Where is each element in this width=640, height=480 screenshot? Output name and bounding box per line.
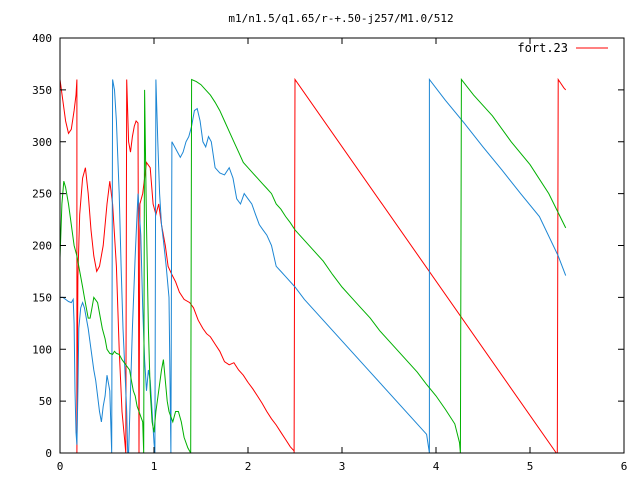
y-tick-label: 100 (32, 343, 52, 356)
series-line-2 (60, 78, 567, 453)
y-tick-label: 300 (32, 136, 52, 149)
y-tick-label: 400 (32, 32, 52, 45)
y-tick-label: 50 (39, 395, 52, 408)
x-tick-label: 3 (339, 460, 346, 473)
axis-ticks: 0 1 2 3 4 5 6 0 50 100 150 200 250 300 350 400 (32, 32, 627, 473)
x-tick-label: 1 (151, 460, 158, 473)
legend-label: fort.23 (517, 41, 568, 55)
chart-title: m1/n1.5/q1.65/r-+.50-j257/M1.0/512 (228, 12, 453, 25)
y-tick-label: 200 (32, 240, 52, 253)
x-tick-label: 5 (527, 460, 534, 473)
x-tick-label: 4 (433, 460, 440, 473)
y-tick-label: 150 (32, 291, 52, 304)
y-tick-label: 0 (45, 447, 52, 460)
x-tick-label: 6 (621, 460, 628, 473)
series-line-3 (60, 78, 567, 453)
y-tick-label: 350 (32, 84, 52, 97)
legend: fort.23 (517, 41, 608, 55)
series-group (60, 77, 567, 453)
x-tick-label: 2 (245, 460, 252, 473)
y-tick-label: 250 (32, 188, 52, 201)
x-tick-label: 0 (57, 460, 64, 473)
